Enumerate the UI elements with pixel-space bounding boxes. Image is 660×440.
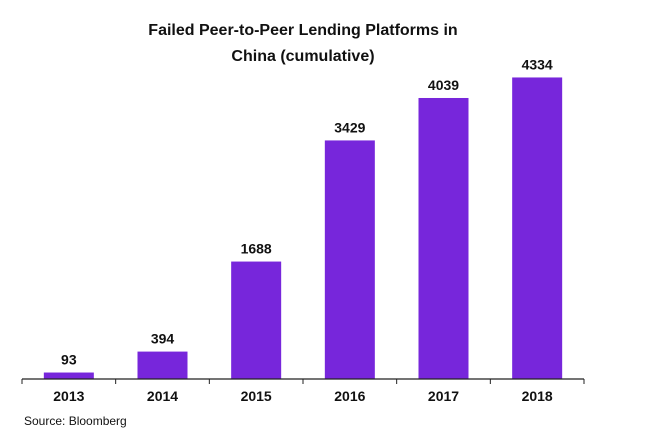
bar-2014: [137, 351, 188, 379]
data-label-2014: 394: [151, 331, 175, 347]
x-tick-label-2016: 2016: [334, 388, 365, 404]
data-label-2015: 1688: [241, 241, 272, 257]
bar-2017: [418, 97, 469, 380]
chart-title-line-1: Failed Peer-to-Peer Lending Platforms in: [148, 22, 458, 39]
source-note: Source: Bloomberg: [24, 414, 127, 428]
bar-2016: [324, 140, 375, 379]
x-tick-label-2018: 2018: [522, 388, 553, 404]
data-label-2016: 3429: [334, 119, 365, 135]
x-tick-label-2017: 2017: [428, 388, 459, 404]
x-tick-label-2015: 2015: [241, 388, 272, 404]
chart-title: Failed Peer-to-Peer Lending Platforms in…: [0, 18, 606, 70]
data-label-2018: 4334: [522, 56, 553, 72]
data-label-2013: 93: [61, 352, 77, 368]
x-tick-label-2013: 2013: [53, 388, 84, 404]
data-label-2017: 4039: [428, 77, 459, 93]
x-tick-label-2014: 2014: [147, 388, 178, 404]
chart-title-line-2: China (cumulative): [231, 48, 375, 65]
bar-2018: [512, 77, 563, 379]
bar-2013: [43, 372, 94, 379]
bar-2015: [231, 261, 282, 379]
